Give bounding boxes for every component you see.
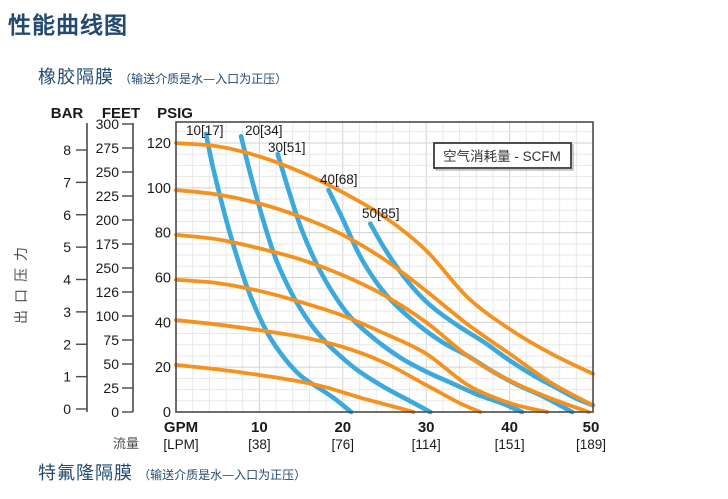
gpm-header: GPM — [164, 419, 198, 436]
curve-air-inlet-80-psig — [174, 233, 591, 414]
psig-axis: 120 100 80 60 40 20 0 — [147, 136, 171, 421]
psig-tick-label: 120 — [147, 136, 171, 152]
feet-tick-label: 275 — [96, 140, 120, 156]
feet-header: FEET — [102, 105, 140, 122]
gpm-tick-label: 30 — [418, 419, 435, 436]
rubber-diaphragm-title: 橡胶隔膜 — [38, 67, 114, 88]
curve-air-inlet-40-psig — [174, 318, 483, 414]
page-title: 性能曲线图 — [8, 12, 128, 39]
curve-scfm-10 — [203, 131, 354, 415]
scfm-curve-label: 10[17] — [186, 123, 224, 138]
legend-label: 空气消耗量 - SCFM — [443, 149, 561, 164]
section-header-rubber: 橡胶隔膜 （输送介质是水—入口为正压） — [38, 63, 287, 89]
legend: 空气消耗量 - SCFM — [433, 142, 574, 171]
scfm-curve-label: 50[85] — [362, 206, 400, 221]
axis-headers: BAR FEET PSIG — [51, 105, 193, 122]
gpm-tick-label: 20 — [334, 419, 351, 436]
feet-tick-label: 225 — [96, 188, 120, 204]
bar-axis: 8 7 6 5 4 3 2 1 0 — [63, 123, 88, 417]
feet-tick-label: 126 — [96, 284, 120, 300]
scfm-curve-label: 30[51] — [268, 140, 306, 155]
gpm-tick-label: 50 — [583, 419, 600, 436]
gpm-tick-label: 40 — [501, 419, 518, 436]
bar-tick-label: 5 — [63, 239, 71, 255]
lpm-tick-label: [38] — [248, 437, 271, 452]
psig-tick-label: 40 — [155, 315, 171, 331]
feet-tick-label: 175 — [96, 236, 120, 252]
curve-air-inlet-60-psig — [174, 277, 550, 414]
psig-tick-label: 100 — [147, 181, 171, 197]
feet-tick-label: 75 — [103, 332, 119, 348]
bar-tick-label: 8 — [63, 142, 71, 158]
feet-tick-label: 250 — [96, 260, 120, 276]
bar-tick-label: 7 — [63, 174, 71, 190]
curve-scfm-30 — [275, 151, 525, 415]
curve-air-inlet-120-psig — [174, 141, 595, 376]
bar-tick-label: 1 — [63, 369, 71, 385]
psig-tick-label: 80 — [155, 226, 171, 242]
psig-header: PSIG — [157, 105, 193, 122]
curve-labels: 10[17] 20[34] 30[51] 40[68] 50[85] — [186, 123, 400, 221]
curve-air-inlet-20-psig — [174, 363, 416, 414]
bar-tick-label: 6 — [63, 207, 71, 223]
plot-border — [175, 121, 594, 413]
bar-tick-label: 4 — [63, 272, 71, 288]
y-axis-label: 出口压力 — [13, 240, 29, 324]
feet-tick-label: 250 — [96, 164, 120, 180]
scfm-curve-label: 20[34] — [245, 123, 283, 138]
x-axis-labels: GPM[LPM] 流量 10[38] 20[76] 30[114] 40[151] 50[1… — [113, 419, 606, 452]
lpm-header: [LPM] — [163, 437, 198, 452]
feet-tick-label: 300 — [96, 116, 120, 132]
lpm-tick-label: [76] — [332, 437, 355, 452]
psig-tick-label: 60 — [155, 270, 171, 286]
psig-tick-label: 20 — [155, 360, 171, 376]
feet-tick-label: 50 — [103, 356, 119, 372]
teflon-diaphragm-note: （输送介质是水—入口为正压） — [138, 468, 307, 482]
curve-air-inlet-100-psig — [174, 188, 595, 408]
flow-pressure-curves-orange — [174, 141, 595, 414]
bar-header: BAR — [51, 105, 84, 122]
gpm-tick-label: 10 — [251, 419, 268, 436]
lpm-tick-label: [189] — [576, 437, 606, 452]
bar-tick-label: 3 — [63, 304, 71, 320]
rubber-diaphragm-note: （输送介质是水—入口为正压） — [119, 72, 288, 86]
teflon-diaphragm-title: 特氟隆隔膜 — [38, 463, 133, 484]
lpm-tick-label: [151] — [495, 437, 525, 452]
bar-tick-label: 2 — [63, 336, 71, 352]
curve-scfm-20 — [238, 133, 433, 415]
legend-box — [433, 142, 572, 169]
bar-tick-label: 0 — [63, 401, 71, 417]
lpm-tick-label: [114] — [412, 437, 441, 452]
feet-tick-label: 200 — [96, 212, 120, 228]
outlet-pressure-label: 出口压力 — [13, 240, 29, 324]
flow-rate-label: 流量 — [113, 436, 139, 451]
psig-tick-label: 0 — [163, 405, 171, 421]
scfm-curve-label: 40[68] — [320, 172, 358, 187]
feet-tick-label: 25 — [103, 380, 119, 396]
feet-tick-label: 0 — [111, 404, 119, 420]
feet-tick-label: 100 — [96, 308, 120, 324]
section-header-teflon: 特氟隆隔膜 （输送介质是水—入口为正压） — [38, 459, 306, 485]
